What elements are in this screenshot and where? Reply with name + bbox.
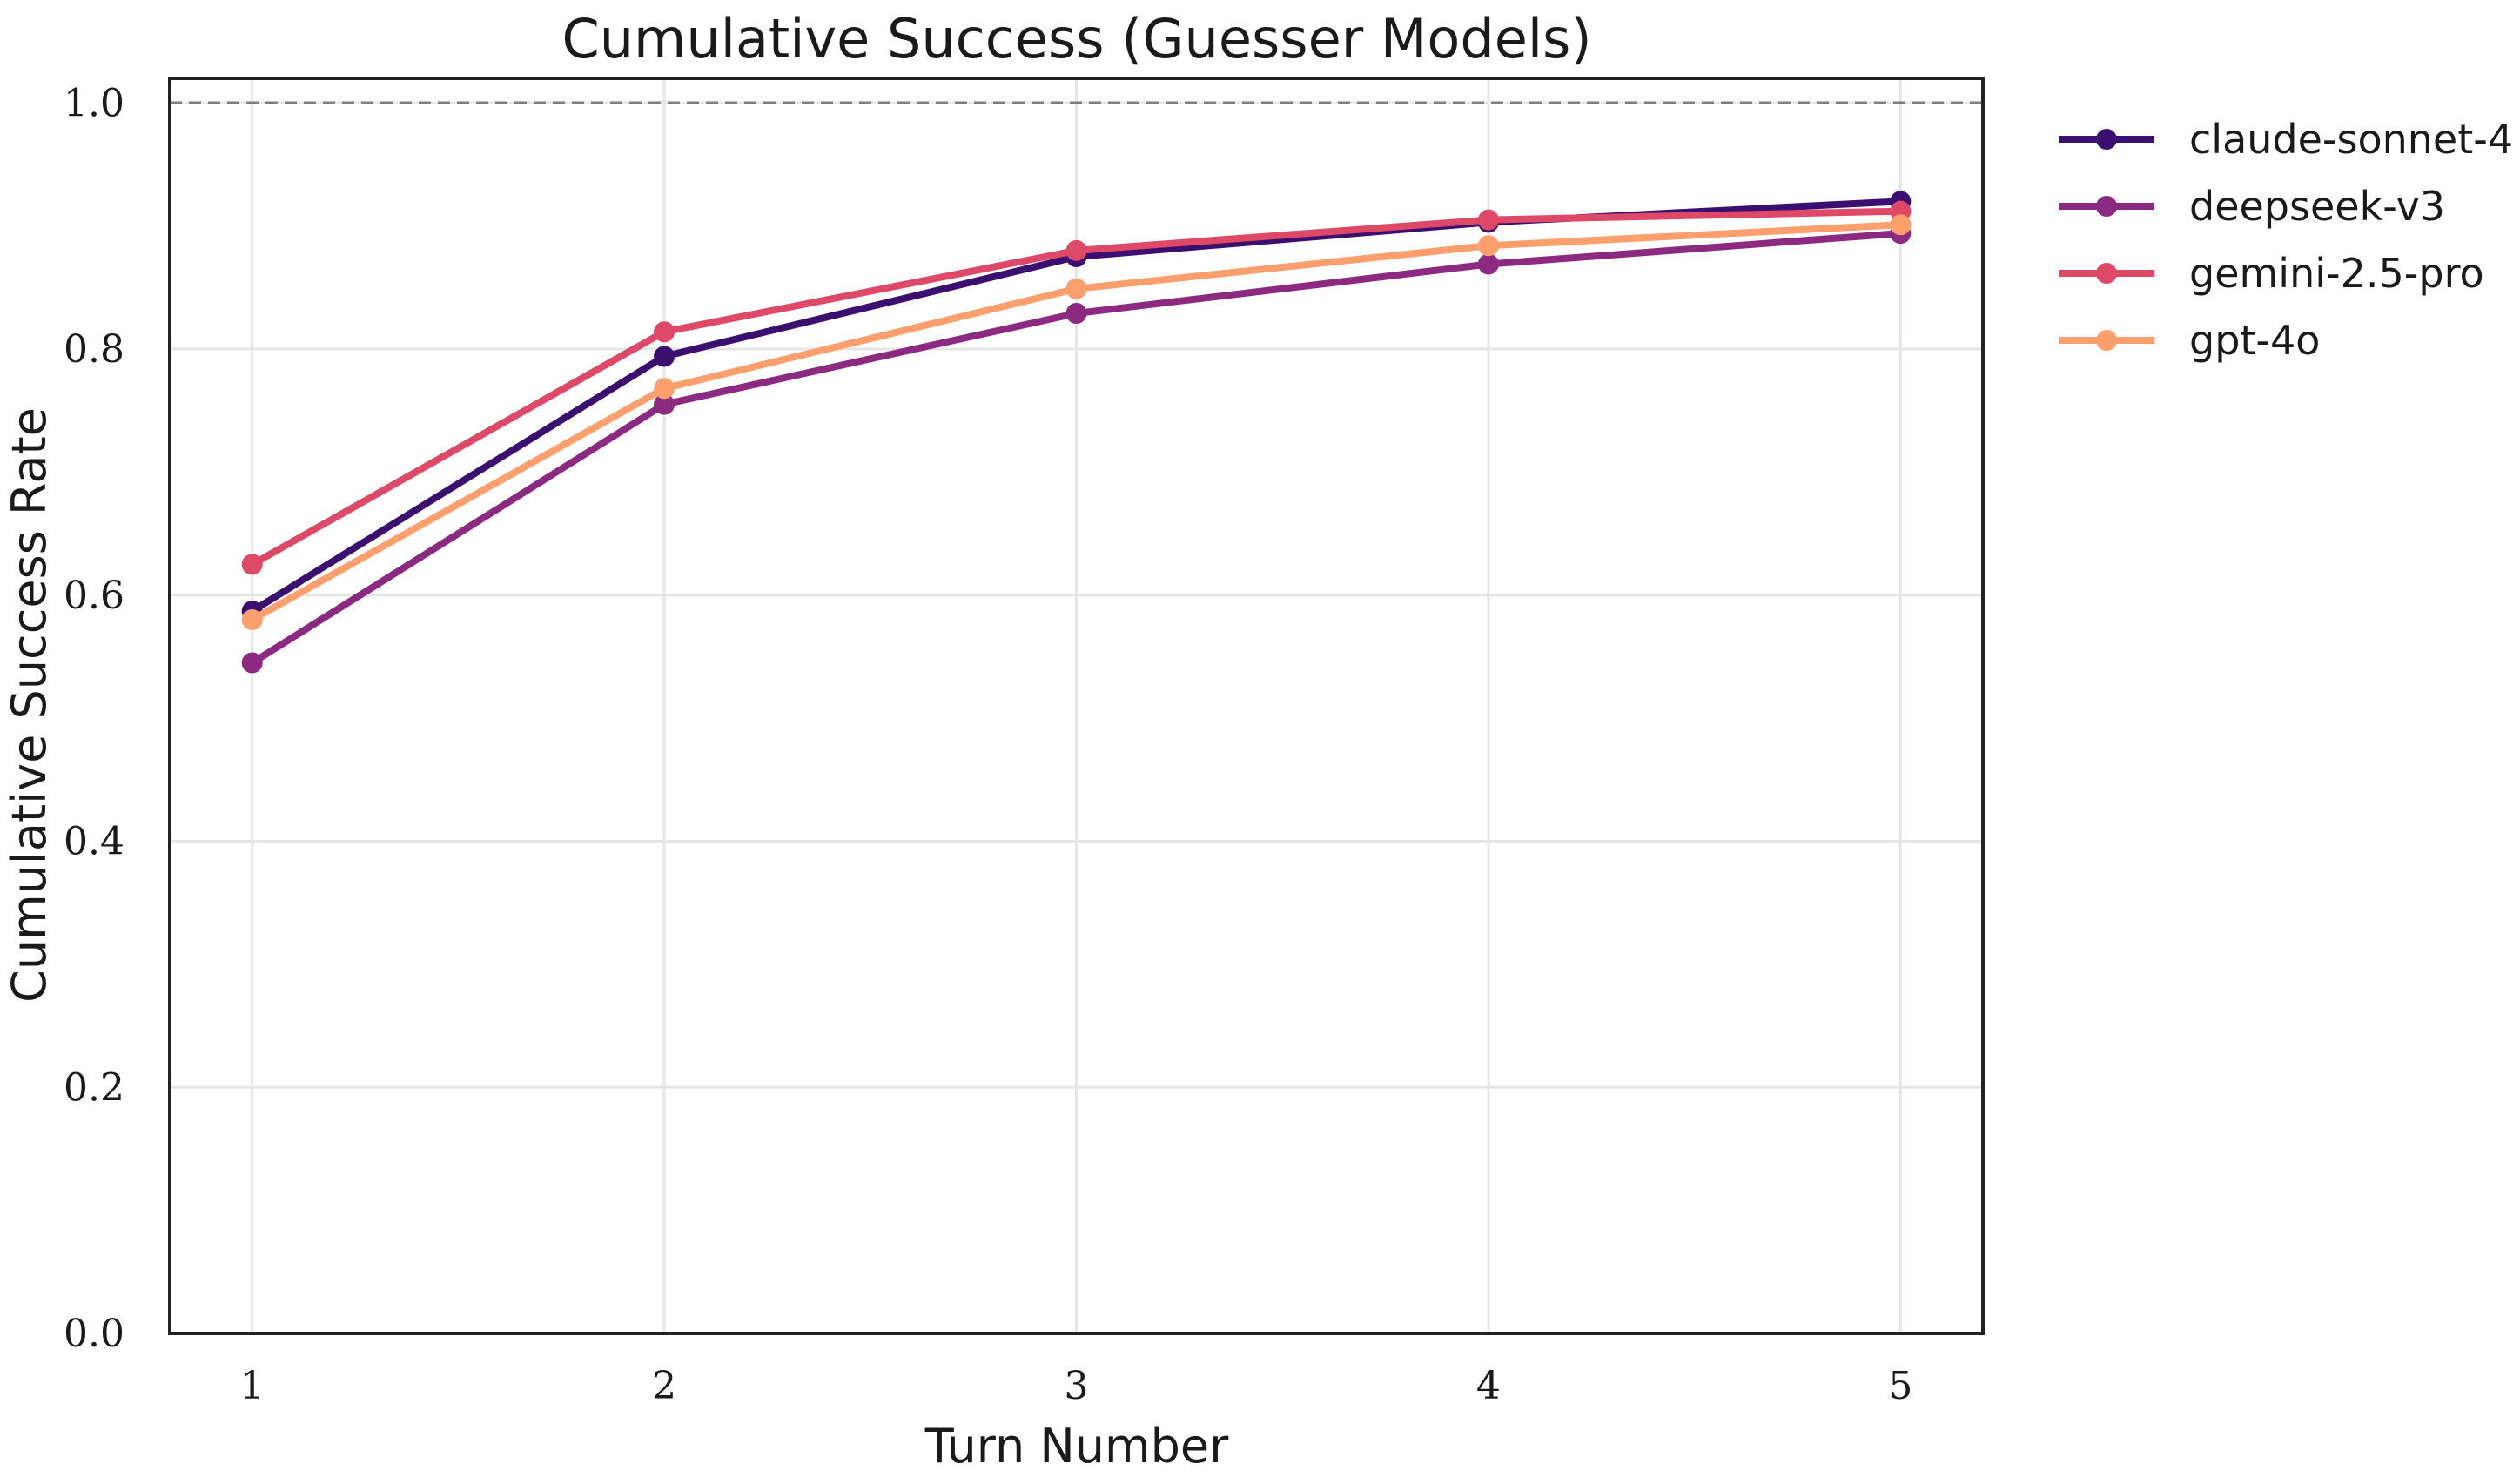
data-point — [654, 393, 675, 415]
y-tick-label: 1.0 — [64, 81, 124, 125]
legend-item: gpt-4o — [2059, 317, 2320, 364]
data-point — [654, 346, 675, 367]
legend-label: gemini-2.5-pro — [2189, 250, 2484, 297]
plot-frame — [168, 77, 1985, 1335]
legend-label: claude-sonnet-4 — [2189, 116, 2513, 163]
data-point — [1065, 278, 1087, 299]
legend-label: deepseek-v3 — [2189, 183, 2445, 230]
chart-title: Cumulative Success (Guesser Models) — [561, 7, 1591, 71]
y-tick-label: 0.8 — [64, 327, 124, 372]
y-tick-label: 0.2 — [64, 1065, 124, 1110]
x-axis-label: Turn Number — [924, 1419, 1229, 1474]
x-tick-label: 1 — [240, 1364, 265, 1408]
data-point — [241, 554, 263, 575]
legend-swatch-marker — [2096, 196, 2117, 217]
y-axis-label: Cumulative Success Rate — [2, 407, 57, 1003]
data-point — [1065, 303, 1087, 325]
legend-swatch-marker — [2096, 330, 2117, 351]
series-layer — [241, 191, 1912, 674]
data-point — [1477, 235, 1499, 257]
legend-item: deepseek-v3 — [2059, 183, 2445, 230]
y-tick-label: 0.4 — [64, 820, 124, 864]
y-tick-label: 0.0 — [64, 1312, 124, 1356]
data-point — [241, 652, 263, 674]
data-point — [241, 609, 263, 631]
data-point — [1065, 239, 1087, 261]
y-tick-label: 0.6 — [64, 574, 124, 618]
legend-item: gemini-2.5-pro — [2059, 250, 2484, 297]
x-tick-label: 5 — [1888, 1364, 1912, 1408]
x-tick-label: 4 — [1476, 1364, 1501, 1408]
data-point — [1477, 253, 1499, 275]
data-point — [1890, 214, 1912, 236]
legend-item: claude-sonnet-4 — [2059, 116, 2513, 163]
series-gpt-4o — [241, 214, 1912, 631]
legend: claude-sonnet-4 deepseek-v3 gemini-2.5-pro… — [2059, 116, 2513, 364]
data-point — [654, 321, 675, 343]
x-tick-label: 3 — [1065, 1364, 1089, 1408]
x-tick-label: 2 — [652, 1364, 676, 1408]
legend-swatch-marker — [2096, 129, 2117, 150]
data-point — [1477, 209, 1499, 231]
legend-swatch-marker — [2096, 263, 2117, 284]
data-point — [654, 378, 675, 400]
tick-label-layer: 1 2 3 4 5 0.0 0.2 0.4 0.6 0.8 1.0 — [64, 81, 1912, 1408]
legend-label: gpt-4o — [2189, 317, 2320, 364]
